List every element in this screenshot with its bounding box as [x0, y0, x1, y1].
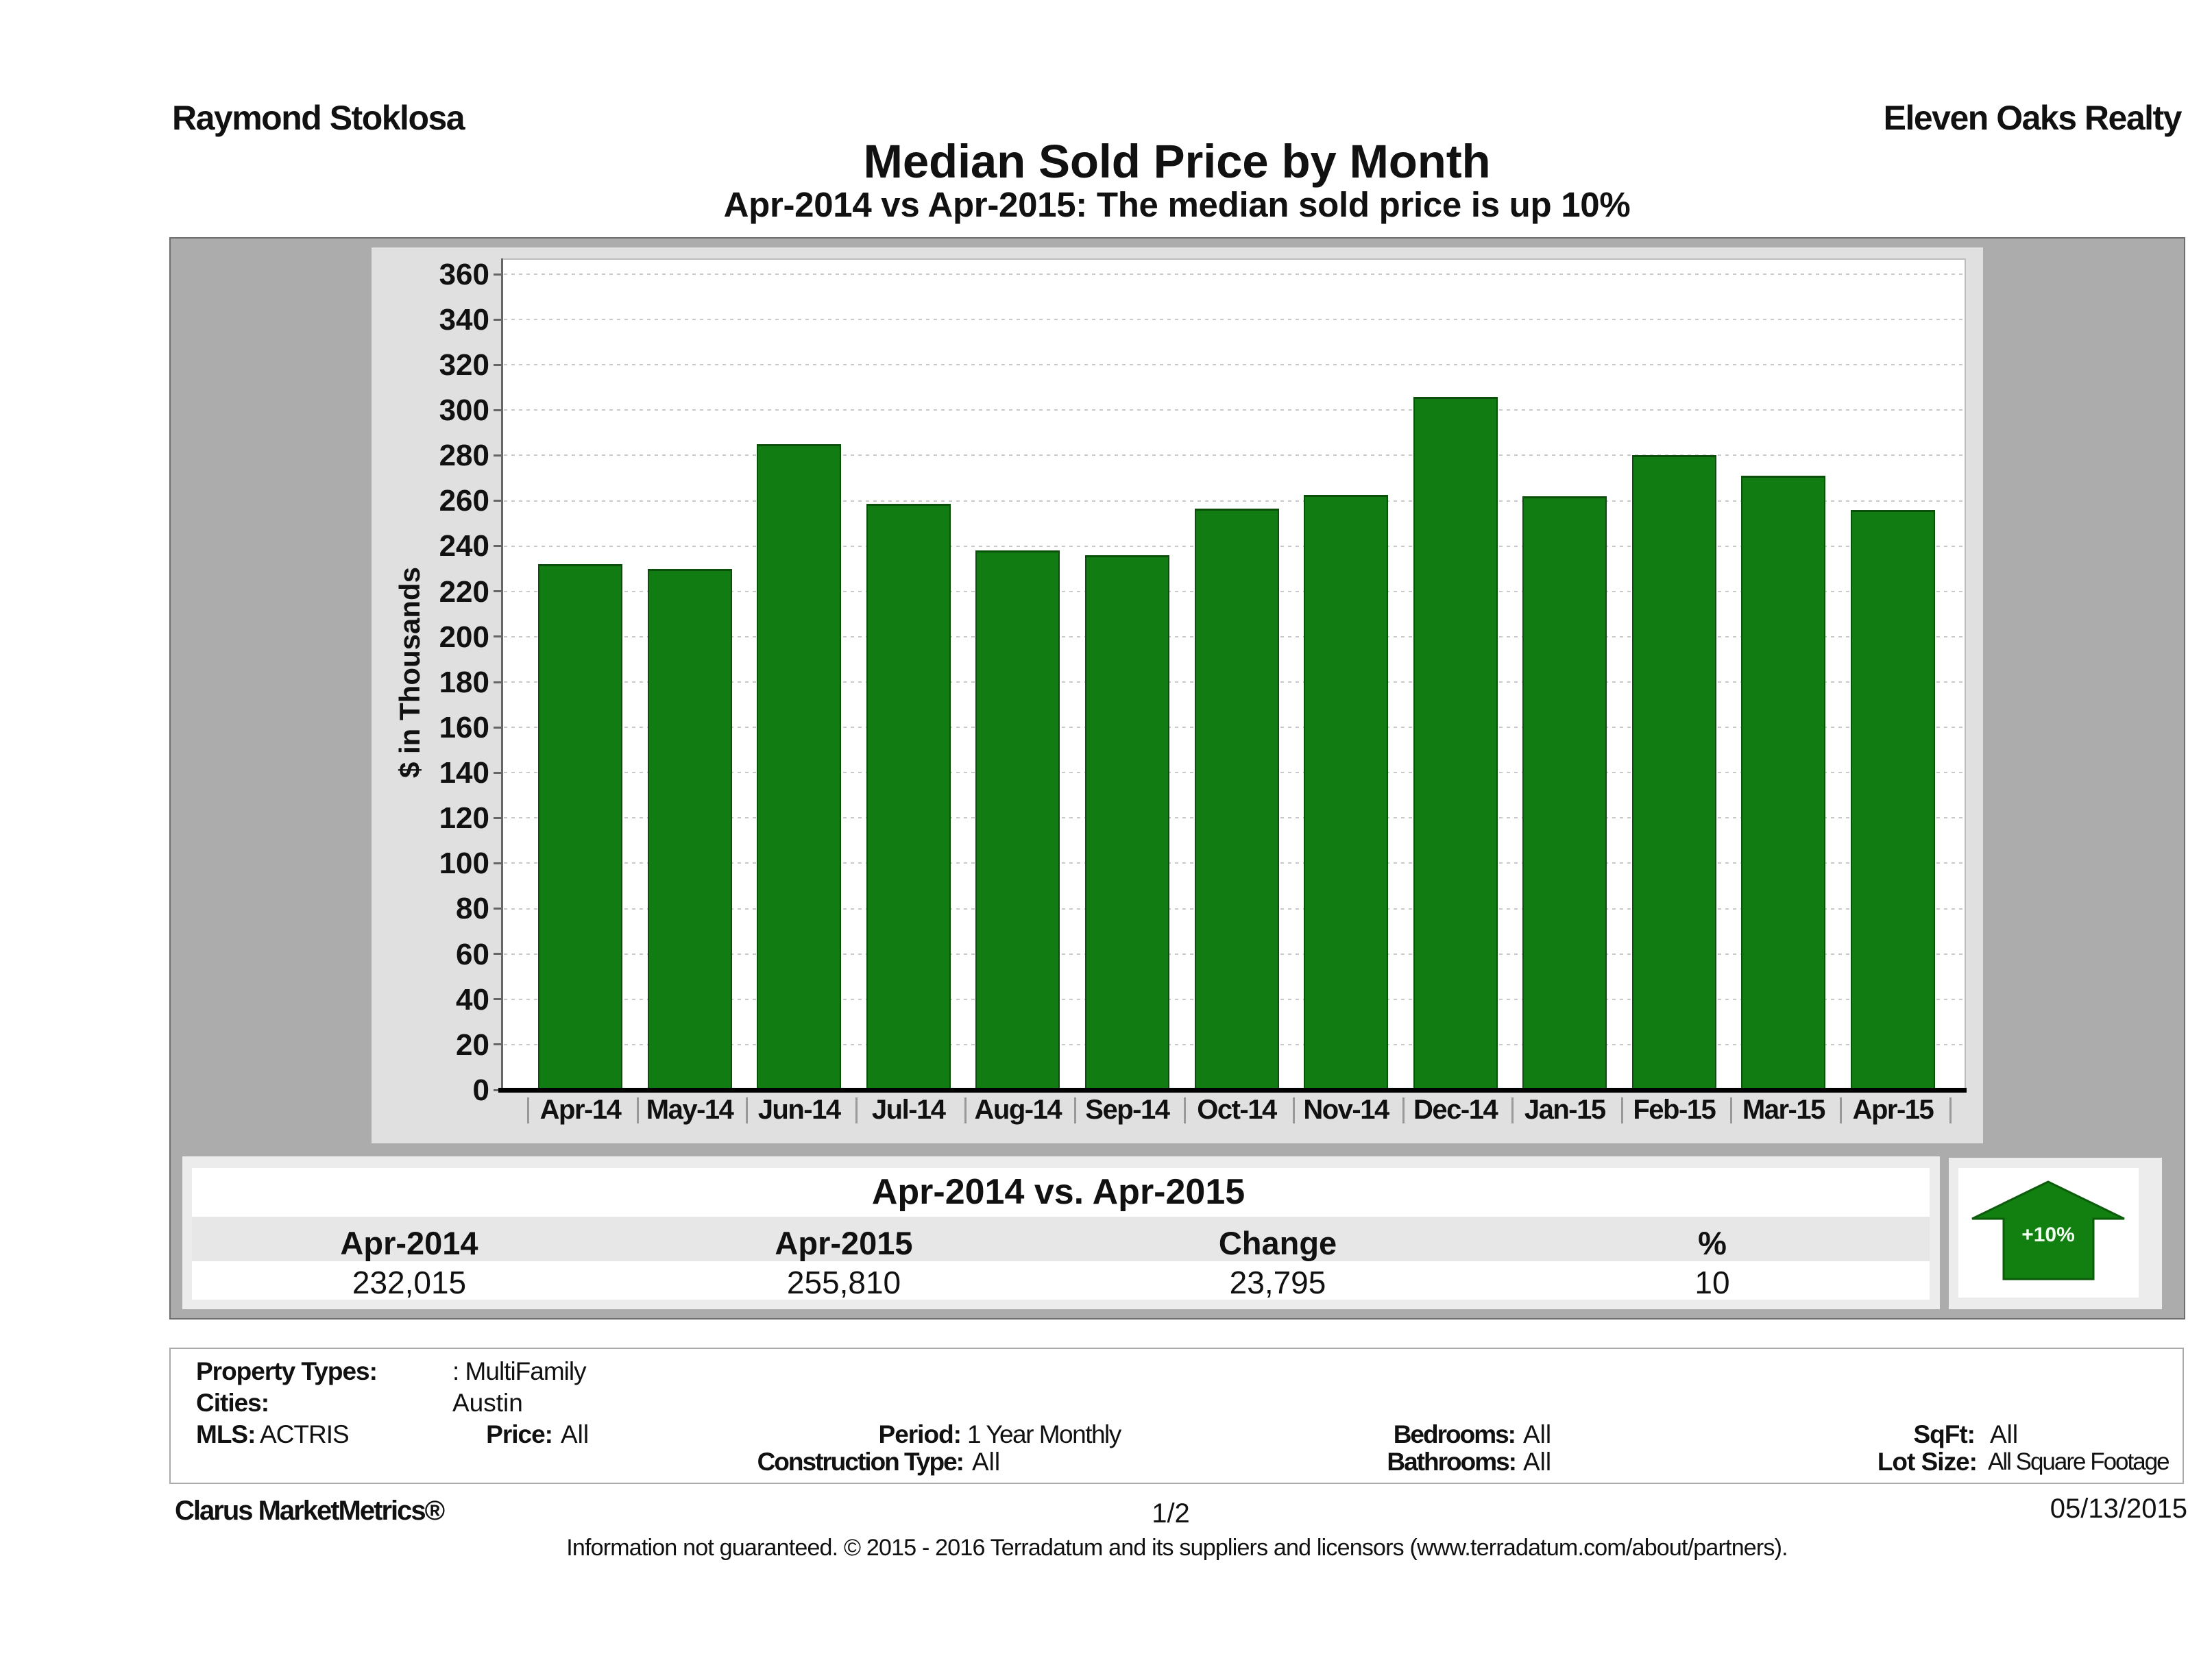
svg-text:+10%: +10%: [2021, 1224, 2075, 1246]
